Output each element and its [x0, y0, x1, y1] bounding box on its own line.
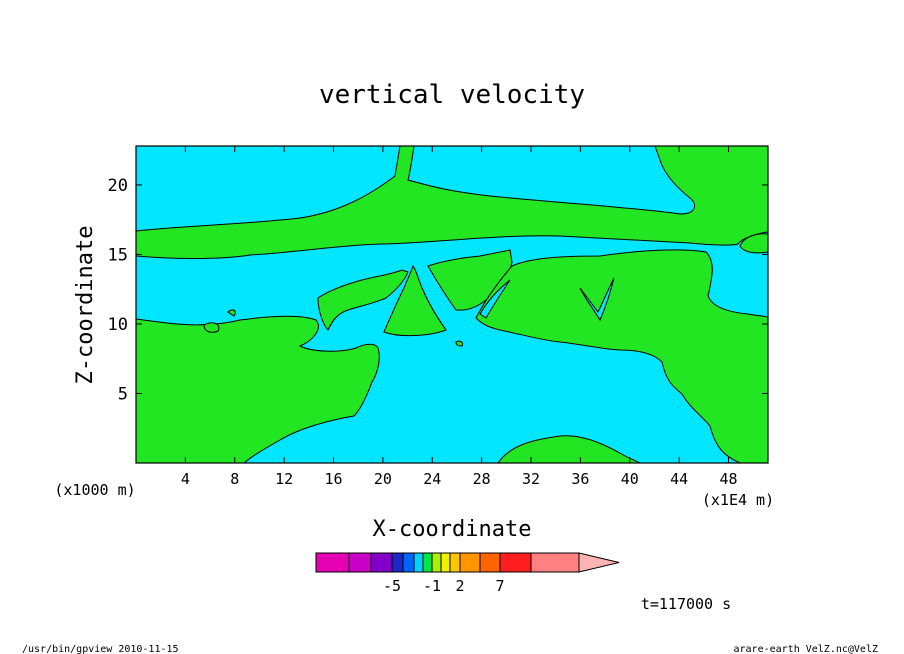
- colorbar-swatch: [315, 552, 350, 573]
- x-tick-label: 8: [230, 470, 239, 488]
- colorbar-swatch: [413, 552, 424, 573]
- y-tick-label: 20: [108, 176, 128, 196]
- y-axis-label: Z-coordinate: [73, 226, 98, 385]
- x-tick-label: 20: [374, 470, 392, 488]
- colorbar: -5 -1 2 7: [315, 552, 620, 595]
- x-tick-label: 40: [621, 470, 639, 488]
- y-tick-label: 10: [108, 315, 128, 335]
- x-tick-label: 12: [275, 470, 293, 488]
- positive-region-small-dot: [455, 340, 463, 347]
- x-tick-label: 16: [324, 470, 342, 488]
- colorbar-swatch: [431, 552, 442, 573]
- y-tick-label: 5: [118, 384, 128, 404]
- footer-left: /usr/bin/gpview 2010-11-15: [22, 644, 179, 654]
- positive-region-right-patch: [739, 233, 768, 254]
- colorbar-swatch: [391, 552, 404, 573]
- colorbar-swatch: [449, 552, 461, 573]
- colorbar-swatch: [422, 552, 433, 573]
- positive-region-mid-left: [317, 269, 409, 331]
- x-axis: 4 8 12 16 20 24 28 32 36 40 44 48: [181, 146, 738, 488]
- colorbar-swatch: [459, 552, 481, 573]
- footer-right: arare-earth_VelZ.nc@VelZ: [734, 644, 879, 654]
- negative-slit-a: [479, 279, 511, 319]
- positive-region-lower-left: [136, 315, 380, 463]
- colorbar-label: -1: [423, 577, 441, 595]
- colorbar-swatch: [530, 552, 580, 573]
- colorbar-swatch: [440, 552, 451, 573]
- x-unit-right: (x1E4 m): [702, 491, 774, 509]
- chart-title: vertical velocity: [319, 80, 585, 110]
- negative-slits: [479, 277, 615, 322]
- colorbar-swatch: [370, 552, 393, 573]
- x-tick-label: 24: [423, 470, 441, 488]
- colorbar-swatch: [402, 552, 415, 573]
- colorbar-swatch: [348, 552, 372, 573]
- x-tick-label: 28: [473, 470, 491, 488]
- x-tick-label: 48: [719, 470, 737, 488]
- positive-region-tiny-blob: [227, 309, 236, 317]
- y-axis: 5 10 15 20: [108, 176, 768, 404]
- time-label: t=117000 s: [641, 595, 731, 613]
- colorbar-label: -5: [383, 577, 401, 595]
- y-tick-label: 15: [108, 245, 128, 265]
- x-tick-label: 44: [670, 470, 688, 488]
- colorbar-swatch: [479, 552, 501, 573]
- positive-region-upper-band: [136, 146, 768, 259]
- positive-region-small-blob: [203, 322, 220, 333]
- x-tick-label: 36: [571, 470, 589, 488]
- negative-slit-b: [579, 277, 615, 322]
- plot-frame: [135, 145, 769, 464]
- x-unit-left: (x1000 m): [54, 481, 135, 499]
- colorbar-label: 2: [455, 577, 464, 595]
- positive-region-center-cone: [383, 264, 447, 337]
- x-axis-label: X-coordinate: [373, 517, 532, 542]
- colorbar-swatch: [499, 552, 532, 573]
- positive-region-bottom-hill: [497, 435, 641, 463]
- positive-region-right-main: [475, 249, 768, 463]
- x-tick-label: 32: [522, 470, 540, 488]
- x-tick-label: 4: [181, 470, 190, 488]
- colorbar-arrow: [578, 552, 620, 573]
- plot-area: [136, 146, 768, 463]
- colorbar-label: 7: [495, 577, 504, 595]
